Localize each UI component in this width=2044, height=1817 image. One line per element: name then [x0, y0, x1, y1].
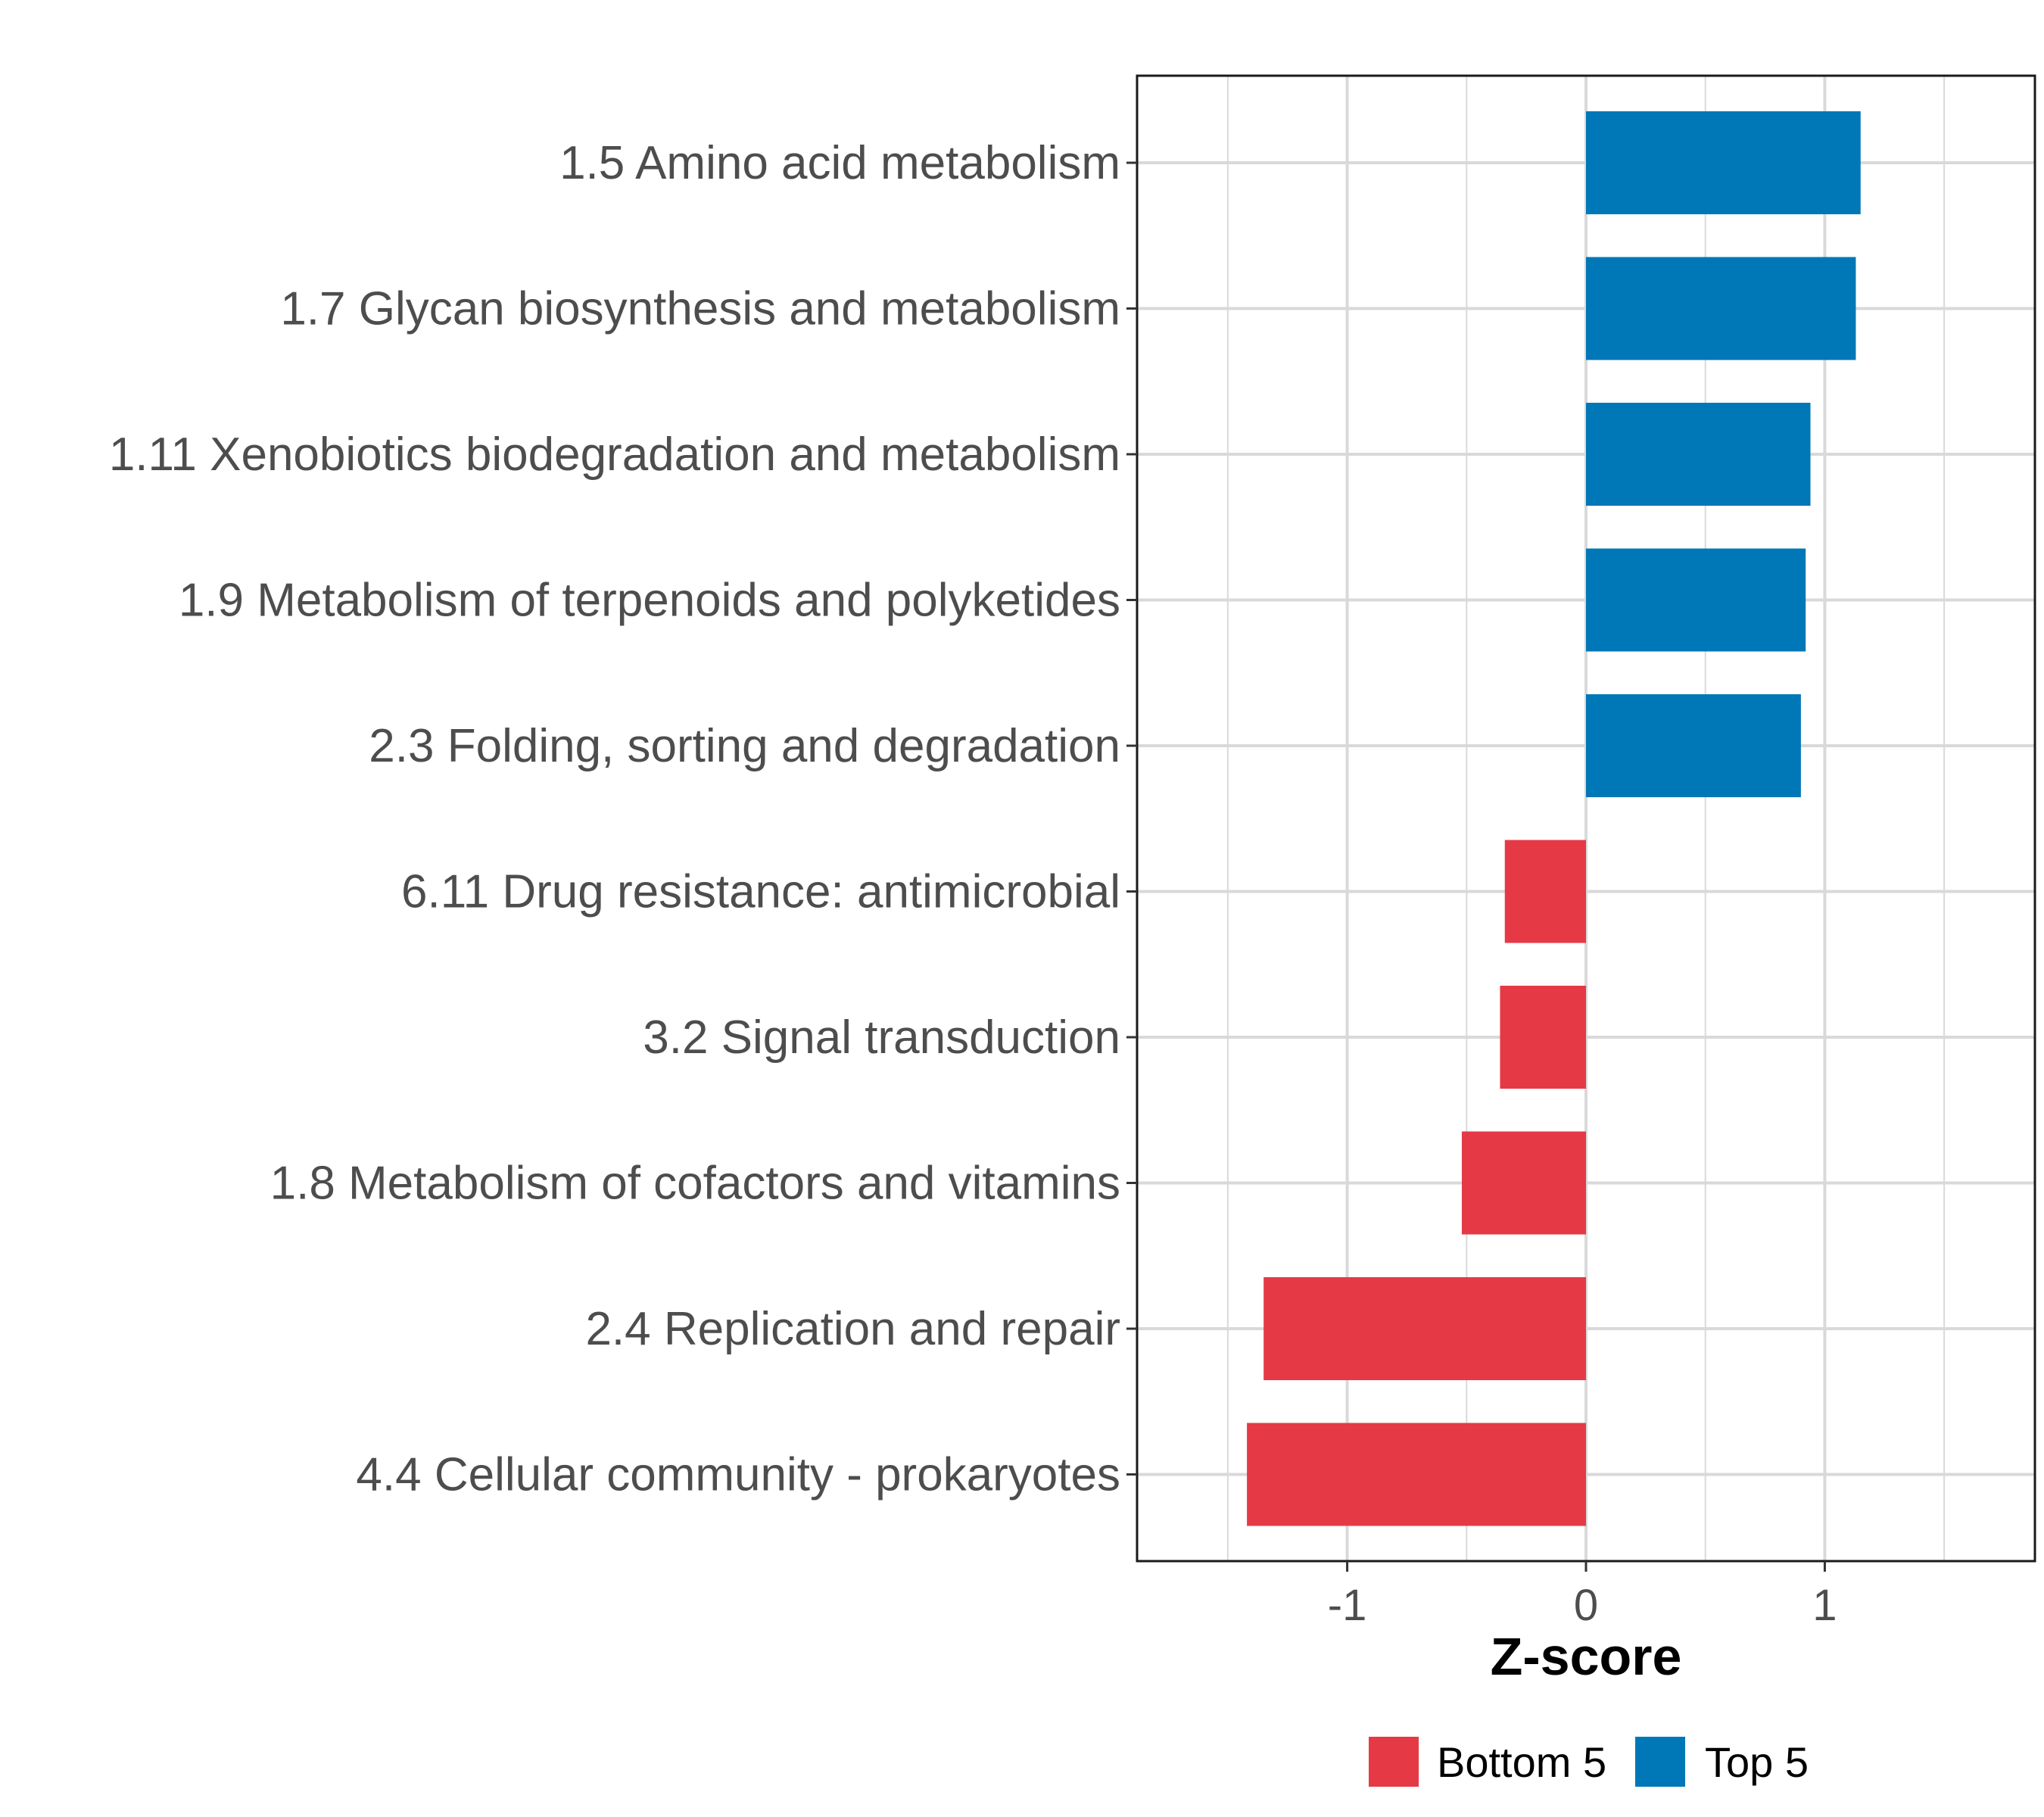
category-label: 2.3 Folding, sorting and degradation [369, 720, 1120, 772]
x-axis-title: Z-score [1491, 1627, 1682, 1686]
category-label: 1.9 Metabolism of terpenoids and polyket… [179, 575, 1120, 627]
x-tick-label: 1 [1812, 1581, 1837, 1630]
legend-label: Bottom 5 [1437, 1738, 1606, 1786]
category-label: 2.4 Replication and repair [585, 1303, 1120, 1355]
legend-swatch [1369, 1737, 1419, 1787]
category-label: 1.5 Amino acid metabolism [559, 137, 1120, 189]
bar [1586, 548, 1806, 652]
bar [1586, 694, 1801, 797]
bar [1500, 986, 1586, 1089]
category-label: 6.11 Drug resistance: antimicrobial [401, 866, 1120, 918]
legend-swatch [1635, 1737, 1685, 1787]
category-label: 1.7 Glycan biosynthesis and metabolism [280, 283, 1120, 335]
category-label: 1.8 Metabolism of cofactors and vitamins [270, 1158, 1120, 1210]
bar [1504, 840, 1586, 943]
category-label: 4.4 Cellular community - prokaryotes [356, 1449, 1120, 1501]
bar [1586, 257, 1856, 360]
bar [1586, 403, 1811, 506]
x-axis: -1 0 1 [1328, 1561, 1837, 1630]
bar [1586, 111, 1861, 214]
bar [1247, 1423, 1586, 1526]
bars-layer [1247, 111, 1861, 1526]
x-tick-label: 0 [1574, 1581, 1598, 1630]
y-axis: 1.5 Amino acid metabolism 1.7 Glycan bios… [109, 137, 1137, 1501]
x-tick-label: -1 [1328, 1581, 1367, 1630]
legend-label: Top 5 [1705, 1738, 1809, 1786]
category-label: 3.2 Signal transduction [643, 1011, 1120, 1064]
bar [1263, 1277, 1586, 1380]
bar [1461, 1131, 1586, 1235]
legend: Bottom 5 Top 5 [1369, 1737, 1809, 1787]
category-label: 1.11 Xenobiotics biodegradation and meta… [109, 429, 1120, 481]
